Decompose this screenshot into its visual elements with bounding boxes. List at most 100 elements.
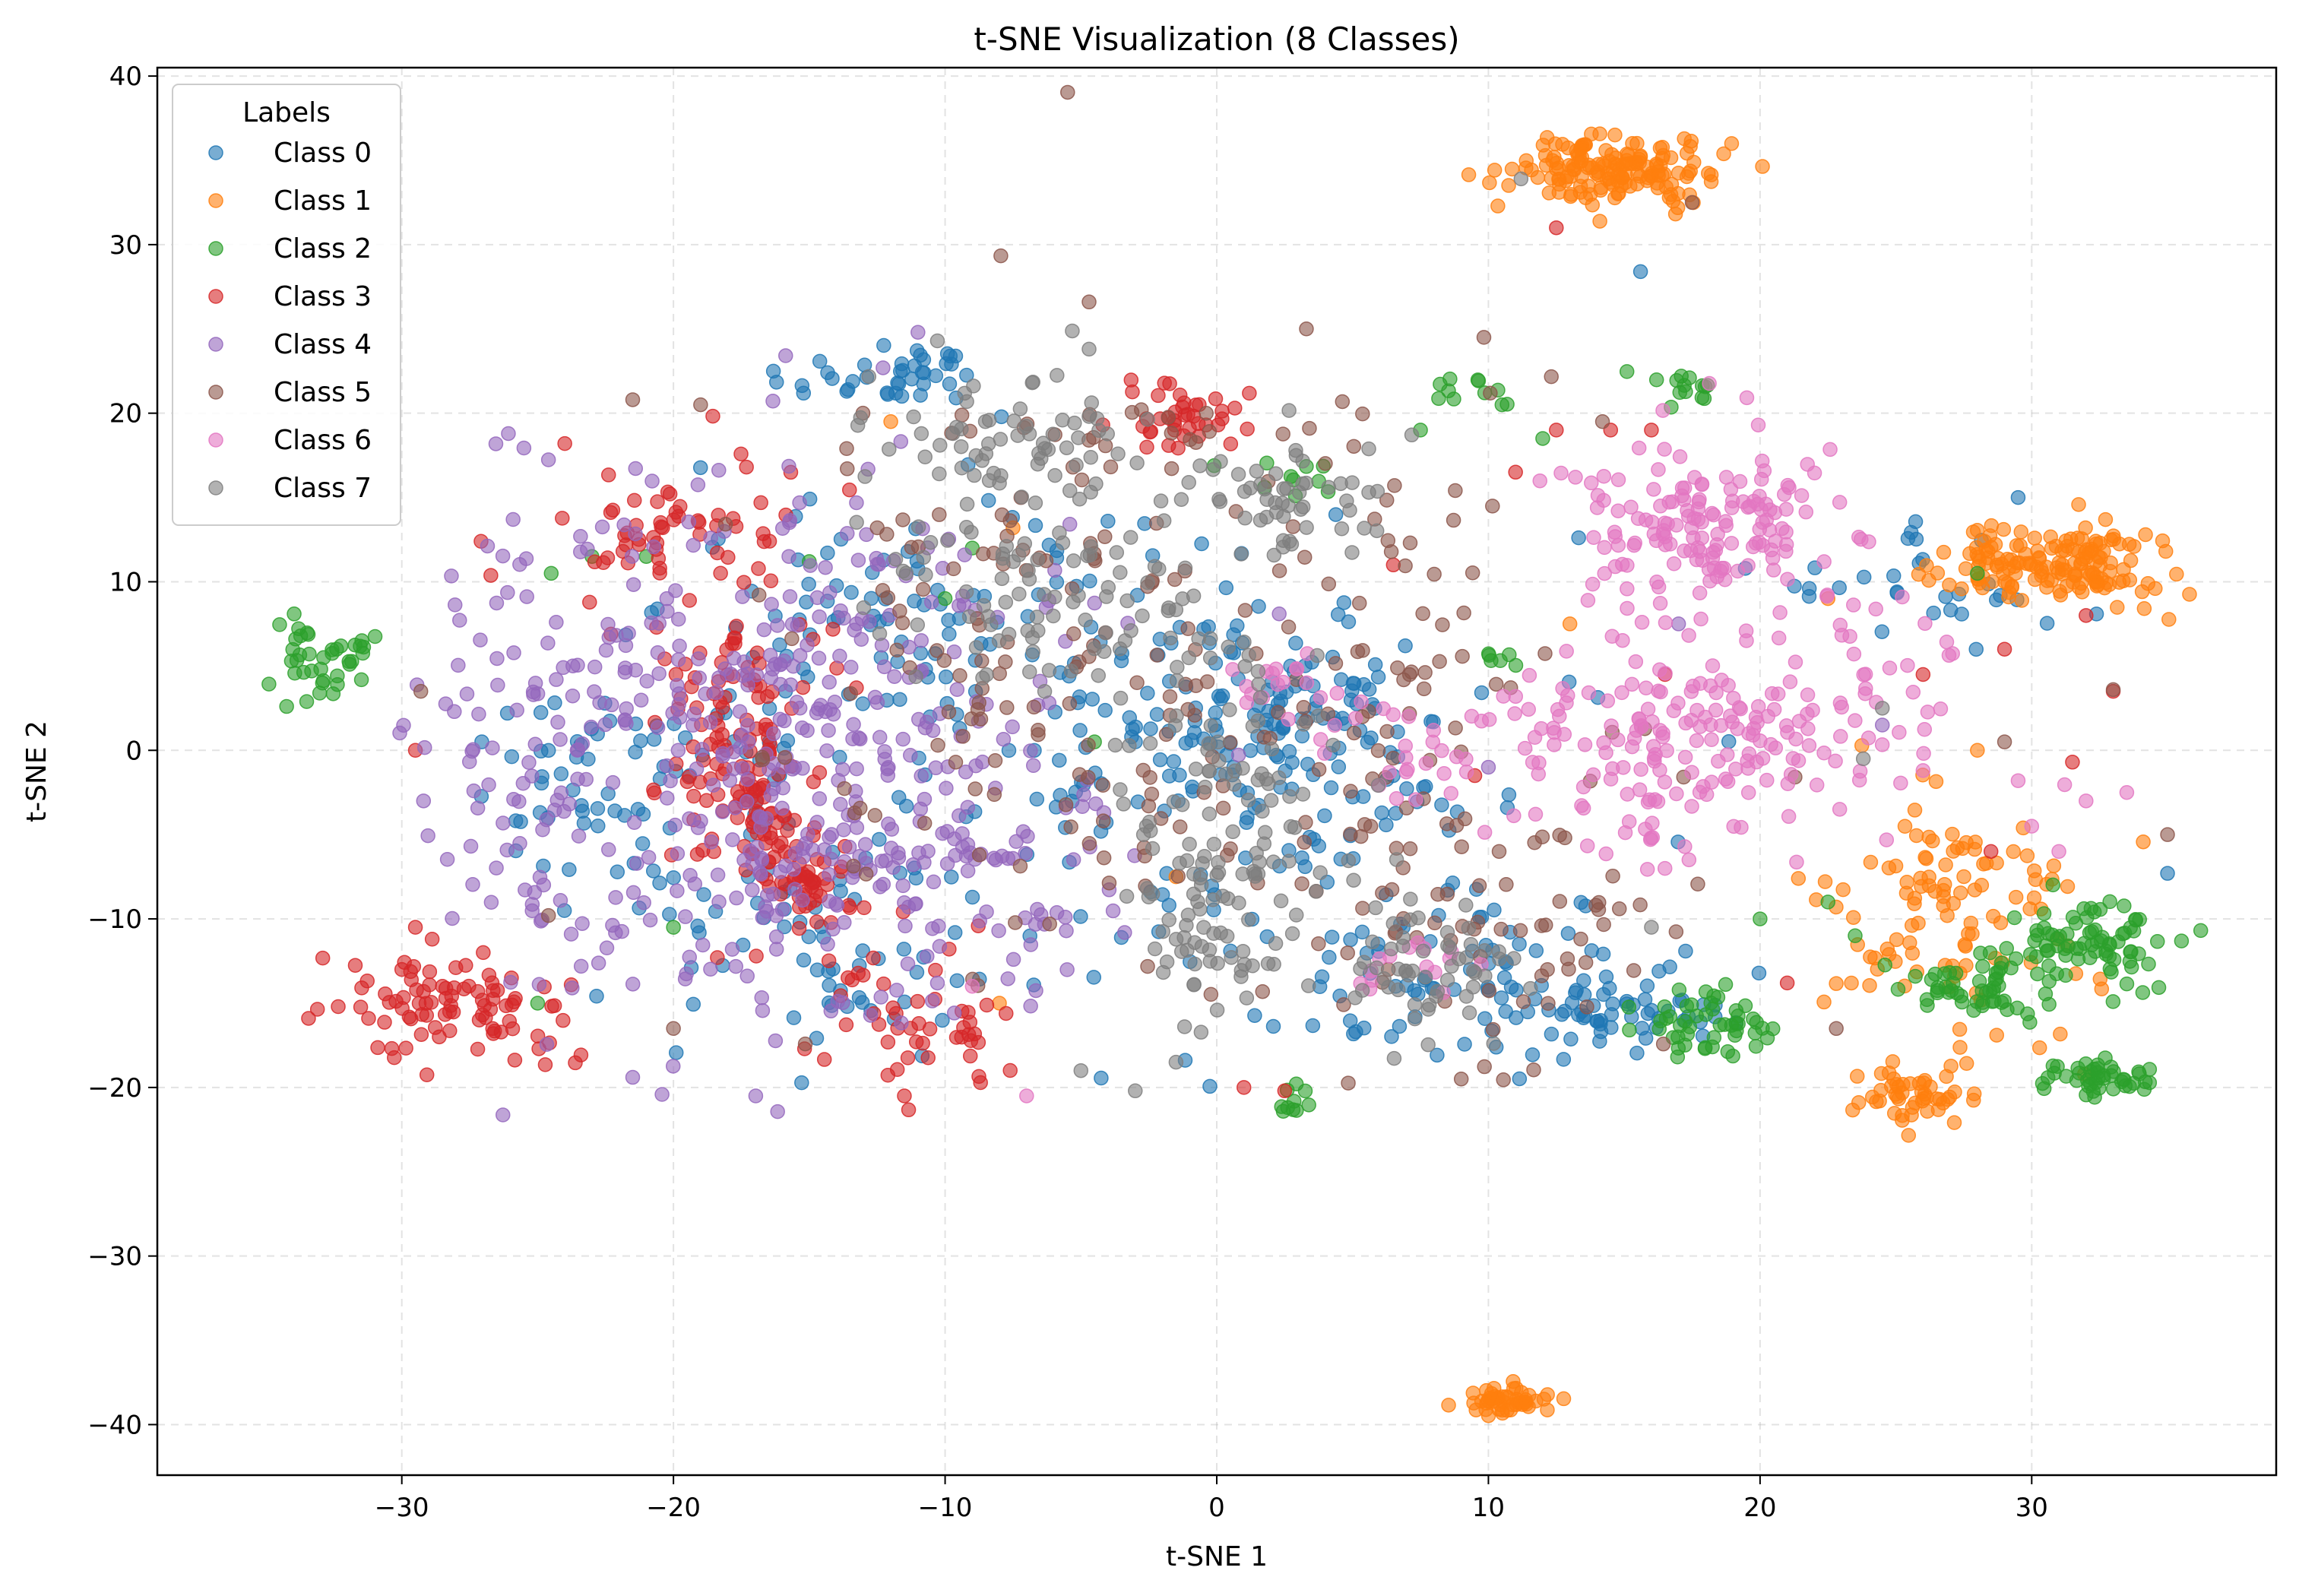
scatter-point [370, 1040, 385, 1056]
scatter-point [1610, 503, 1626, 518]
scatter-point [1433, 376, 1448, 392]
scatter-point [1877, 957, 1892, 973]
scatter-point [629, 856, 644, 871]
scatter-point [1059, 440, 1075, 455]
scatter-point [698, 793, 714, 809]
scatter-point [1974, 877, 1990, 893]
scatter-point [1198, 779, 1213, 795]
scatter-point [1374, 805, 1389, 821]
scatter-point [2036, 906, 2052, 921]
scatter-point [1365, 934, 1380, 950]
scatter-point [971, 847, 987, 863]
scatter-point [672, 638, 687, 654]
scatter-point [1180, 621, 1195, 636]
legend-marker [208, 193, 223, 208]
scatter-point [1208, 391, 1224, 407]
scatter-point [503, 974, 518, 990]
scatter-point [1949, 986, 1965, 1001]
scatter-point [1477, 1011, 1493, 1027]
scatter-point [1527, 835, 1542, 850]
scatter-point [513, 814, 528, 829]
scatter-point [1611, 901, 1627, 917]
scatter-point [1544, 369, 1559, 385]
scatter-point [1211, 752, 1227, 768]
scatter-point [1596, 986, 1611, 1002]
scatter-point [709, 730, 724, 746]
scatter-point [844, 584, 859, 600]
scatter-point [1416, 681, 1432, 697]
scatter-point [822, 866, 837, 882]
scatter-point [1776, 486, 1792, 502]
legend-item-class-2[interactable]: Class 2 [208, 233, 372, 264]
scatter-point [601, 842, 616, 857]
scatter-point [957, 547, 972, 562]
scatter-point [1285, 1102, 1301, 1117]
scatter-point [889, 642, 904, 658]
scatter-point [851, 990, 867, 1005]
scatter-point [1980, 550, 1996, 565]
scatter-point [1240, 810, 1255, 825]
scatter-point [2136, 834, 2151, 850]
scatter-point [914, 768, 929, 784]
scatter-point [999, 1005, 1014, 1021]
scatter-point [786, 1010, 802, 1025]
scatter-point [1028, 983, 1043, 999]
legend-item-class-3[interactable]: Class 3 [208, 281, 372, 312]
chart-title: t-SNE Visualization (8 Classes) [974, 21, 1459, 58]
scatter-point [1848, 928, 1863, 944]
scatter-point [628, 526, 643, 542]
scatter-point [819, 743, 834, 758]
scatter-point [587, 684, 602, 699]
scatter-point [624, 549, 640, 564]
scatter-point [1448, 483, 1463, 499]
scatter-point [1251, 676, 1266, 692]
scatter-point [509, 702, 524, 718]
legend-item-class-6[interactable]: Class 6 [208, 425, 372, 456]
scatter-point [1501, 178, 1516, 193]
scatter-point [1642, 792, 1658, 808]
scatter-point [897, 1088, 912, 1104]
scatter-point [1187, 956, 1202, 972]
scatter-point [992, 666, 1007, 682]
scatter-point [1518, 153, 1534, 169]
legend-item-class-0[interactable]: Class 0 [208, 138, 372, 169]
scatter-point [1264, 741, 1280, 757]
scatter-point [1916, 746, 1931, 762]
scatter-point [662, 907, 677, 922]
scatter-point [1196, 920, 1211, 936]
scatter-point [636, 895, 651, 910]
legend-item-class-1[interactable]: Class 1 [208, 185, 372, 217]
scatter-point [1893, 775, 1908, 791]
scatter-point [1737, 998, 1753, 1014]
scatter-point [1561, 961, 1576, 977]
scatter-point [668, 1045, 684, 1060]
scatter-point [1943, 1058, 1959, 1074]
legend-item-class-5[interactable]: Class 5 [208, 377, 372, 408]
scatter-point [1955, 841, 1971, 857]
legend-item-class-7[interactable]: Class 7 [208, 473, 372, 504]
scatter-point [2036, 920, 2052, 936]
scatter-point [1341, 614, 1357, 629]
scatter-point [1563, 1031, 1579, 1047]
scatter-point [933, 438, 948, 453]
scatter-point [1420, 1002, 1436, 1017]
scatter-point [841, 970, 856, 986]
series-class-6 [964, 375, 2135, 1104]
scatter-point [996, 731, 1012, 747]
scatter-point [1572, 141, 1588, 157]
scatter-point [1650, 180, 1666, 195]
scatter-point [1059, 962, 1075, 977]
scatter-point [427, 1020, 443, 1035]
scatter-point [1913, 870, 1928, 886]
scatter-point [1702, 375, 1717, 391]
scatter-point [1029, 610, 1045, 625]
legend-item-class-4[interactable]: Class 4 [208, 329, 372, 360]
scatter-point [1628, 654, 1644, 670]
scatter-point [1617, 175, 1633, 191]
scatter-point [1347, 676, 1362, 692]
scatter-point [325, 686, 341, 701]
scatter-point [792, 648, 808, 663]
scatter-point [964, 524, 979, 540]
